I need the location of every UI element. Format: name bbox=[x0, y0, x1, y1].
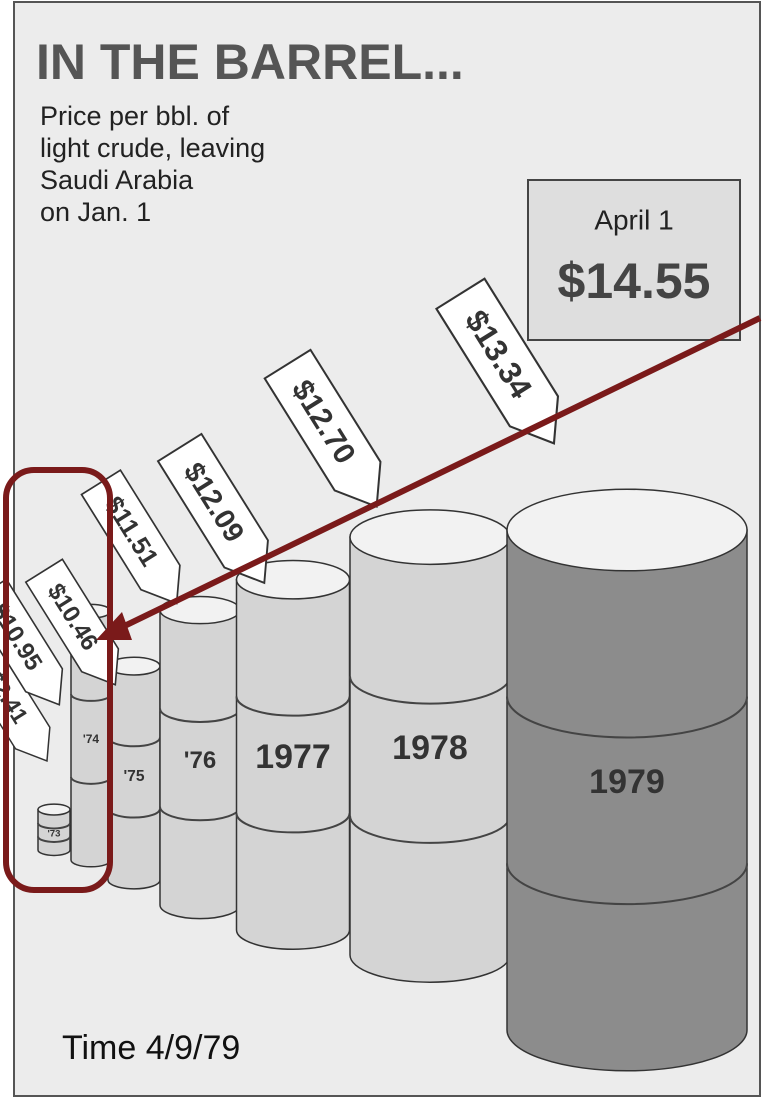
barrel-top bbox=[506, 488, 748, 572]
price-tag-shape bbox=[0, 578, 64, 706]
subtitle-line: Price per bbl. of bbox=[40, 101, 230, 131]
barrel bbox=[235, 578, 351, 950]
annotation-box bbox=[527, 179, 741, 341]
barrel-label: '75 bbox=[123, 768, 144, 785]
barrel-band bbox=[37, 822, 71, 830]
barrel-label: 1979 bbox=[589, 763, 665, 801]
barrel-label: 1977 bbox=[255, 738, 330, 776]
arrow-head bbox=[96, 612, 132, 640]
highlight-arrow bbox=[110, 315, 762, 635]
subtitle-line: Saudi Arabia bbox=[40, 165, 194, 195]
barrel-band bbox=[235, 813, 351, 834]
barrel-label: '74 bbox=[83, 732, 100, 746]
barrel-top bbox=[37, 803, 71, 816]
price-tag-shape bbox=[434, 277, 560, 445]
price-tag-shape bbox=[263, 348, 382, 509]
price-tag-shape bbox=[80, 468, 181, 605]
barrel-band bbox=[506, 863, 748, 906]
barrel-band bbox=[235, 696, 351, 717]
barrel-label: '76 bbox=[184, 747, 216, 774]
annotation-label: April 1 bbox=[594, 204, 673, 235]
barrel-label: 1978 bbox=[392, 729, 468, 767]
subtitle-line: on Jan. 1 bbox=[40, 197, 151, 227]
barrel bbox=[349, 536, 511, 983]
barrel bbox=[37, 808, 71, 857]
barrel-top bbox=[349, 509, 511, 566]
annotation-value: $14.55 bbox=[558, 253, 711, 309]
barrel-band bbox=[349, 676, 511, 705]
price-tag-shape bbox=[156, 432, 269, 585]
barrel-band bbox=[37, 836, 71, 843]
highlight-circle bbox=[3, 467, 113, 893]
price-tag: $12.09 bbox=[156, 432, 269, 585]
barrels: '73$2.41'74$10.95'75$10.46'76$11.511977$… bbox=[0, 277, 748, 1072]
barrel-label: '73 bbox=[48, 828, 61, 839]
source: Time 4/9/79 bbox=[62, 1029, 240, 1067]
barrel bbox=[506, 529, 748, 1072]
chart-title: IN THE BARREL... bbox=[36, 34, 464, 90]
barrel-band bbox=[506, 696, 748, 739]
barrel-band bbox=[349, 815, 511, 844]
subtitle-line: light crude, leaving bbox=[40, 133, 265, 163]
